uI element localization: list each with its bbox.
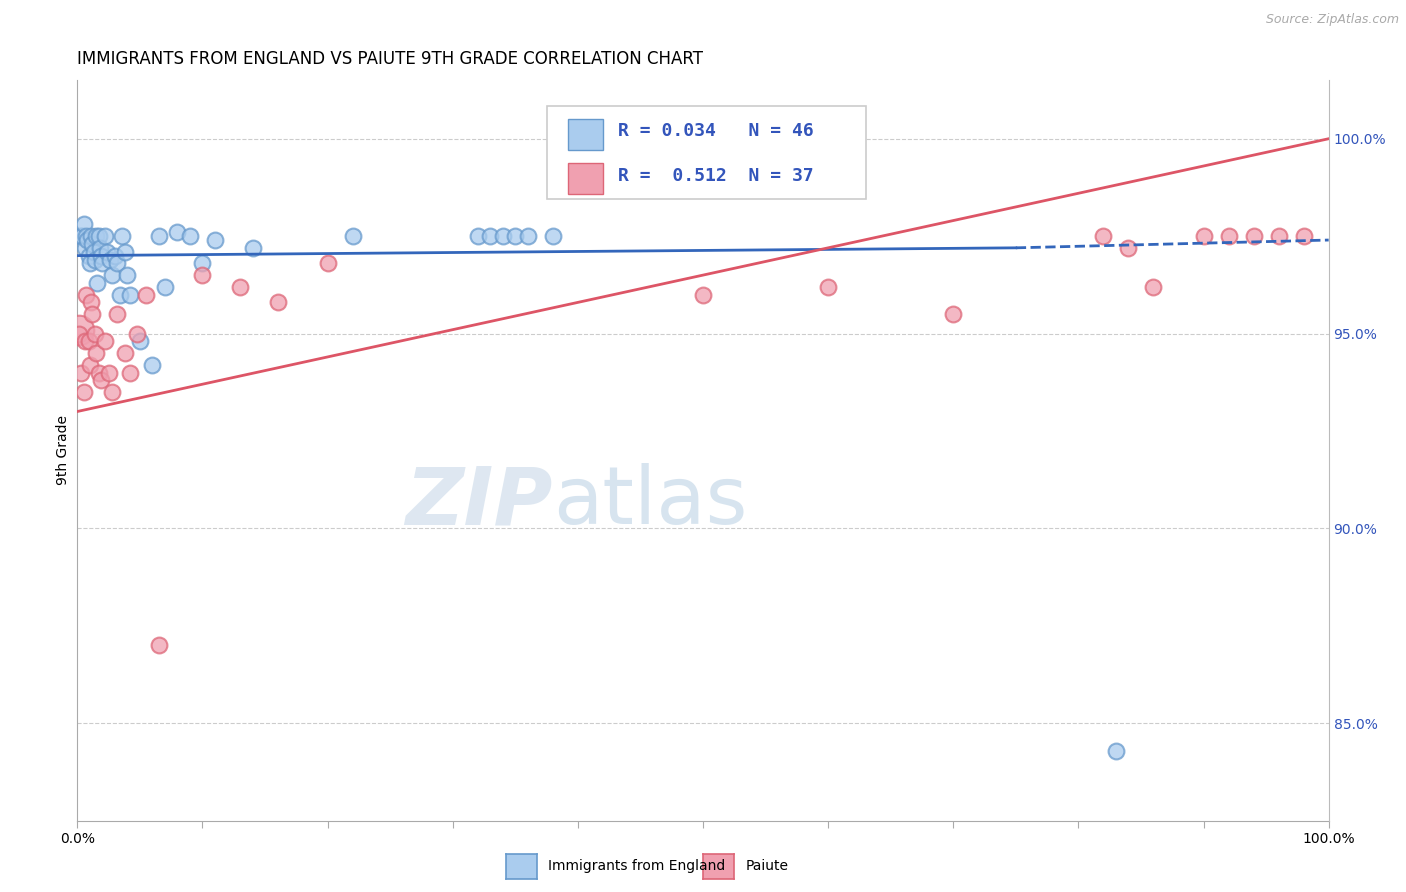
Text: Source: ZipAtlas.com: Source: ZipAtlas.com bbox=[1265, 13, 1399, 27]
Text: Immigrants from England: Immigrants from England bbox=[548, 859, 725, 873]
Point bbox=[80, 295, 103, 310]
Point bbox=[91, 256, 114, 270]
Text: atlas: atlas bbox=[553, 463, 747, 541]
Point bbox=[1267, 229, 1289, 244]
Point bbox=[118, 366, 141, 380]
Point bbox=[84, 229, 107, 244]
Text: IMMIGRANTS FROM ENGLAND VS PAIUTE 9TH GRADE CORRELATION CHART: IMMIGRANTS FROM ENGLAND VS PAIUTE 9TH GR… bbox=[77, 50, 703, 68]
Point bbox=[104, 249, 127, 263]
Point bbox=[83, 326, 105, 341]
Point bbox=[72, 218, 94, 232]
Point bbox=[1192, 229, 1215, 244]
Point bbox=[105, 307, 128, 321]
Point bbox=[73, 334, 96, 349]
Point bbox=[505, 229, 527, 244]
Point bbox=[1218, 229, 1240, 244]
Point bbox=[76, 233, 98, 247]
Point bbox=[166, 225, 188, 239]
Point bbox=[101, 384, 124, 399]
Point bbox=[1118, 241, 1140, 255]
Point bbox=[80, 229, 103, 244]
Point bbox=[1142, 280, 1164, 294]
Point bbox=[77, 334, 100, 349]
Point bbox=[516, 229, 538, 244]
Point bbox=[83, 244, 105, 259]
Point bbox=[98, 252, 121, 267]
Point bbox=[467, 229, 489, 244]
Point bbox=[89, 241, 111, 255]
Point bbox=[266, 295, 288, 310]
Point bbox=[94, 229, 117, 244]
Point bbox=[942, 307, 965, 321]
Point bbox=[148, 638, 170, 652]
Point bbox=[1105, 743, 1128, 757]
Point bbox=[108, 287, 131, 301]
Point bbox=[191, 256, 214, 270]
Point bbox=[118, 287, 141, 301]
Point bbox=[117, 268, 139, 282]
FancyBboxPatch shape bbox=[547, 106, 866, 199]
Point bbox=[541, 229, 564, 244]
Point bbox=[82, 236, 104, 251]
Point bbox=[204, 233, 226, 247]
Point bbox=[94, 334, 117, 349]
Point bbox=[90, 373, 112, 387]
Point bbox=[105, 256, 128, 270]
Text: ZIP: ZIP bbox=[405, 463, 553, 541]
Point bbox=[111, 229, 134, 244]
Point bbox=[97, 366, 120, 380]
Point bbox=[114, 244, 136, 259]
Point bbox=[114, 346, 136, 360]
Y-axis label: 9th Grade: 9th Grade bbox=[56, 416, 70, 485]
Point bbox=[77, 249, 100, 263]
Point bbox=[127, 326, 149, 341]
Point bbox=[96, 244, 118, 259]
Point bbox=[75, 229, 97, 244]
Point bbox=[90, 249, 112, 263]
Point bbox=[817, 280, 839, 294]
Bar bbox=[568, 163, 603, 194]
Point bbox=[141, 358, 163, 372]
Point bbox=[1243, 229, 1265, 244]
Text: R = 0.034   N = 46: R = 0.034 N = 46 bbox=[617, 122, 814, 140]
Point bbox=[87, 366, 110, 380]
Point bbox=[83, 252, 105, 267]
Point bbox=[229, 280, 252, 294]
Point bbox=[67, 323, 90, 337]
Point bbox=[73, 241, 96, 255]
Point bbox=[1292, 229, 1315, 244]
Point bbox=[129, 334, 152, 349]
Point bbox=[72, 384, 94, 399]
Point bbox=[191, 268, 214, 282]
Point bbox=[492, 229, 515, 244]
Point bbox=[153, 280, 176, 294]
Point bbox=[692, 287, 714, 301]
Point bbox=[79, 358, 101, 372]
Point bbox=[342, 229, 364, 244]
Point bbox=[79, 256, 101, 270]
Point bbox=[86, 276, 108, 290]
Point bbox=[148, 229, 170, 244]
Point bbox=[67, 326, 90, 341]
Text: R =  0.512  N = 37: R = 0.512 N = 37 bbox=[617, 167, 814, 185]
Point bbox=[72, 229, 94, 244]
Point bbox=[242, 241, 264, 255]
Point bbox=[135, 287, 157, 301]
Bar bbox=[568, 119, 603, 150]
Point bbox=[1092, 229, 1115, 244]
Point bbox=[101, 268, 124, 282]
Point bbox=[87, 229, 110, 244]
Point bbox=[75, 287, 97, 301]
Point bbox=[70, 366, 93, 380]
Point bbox=[84, 346, 107, 360]
Point bbox=[69, 229, 91, 244]
Point bbox=[179, 229, 201, 244]
Point bbox=[82, 307, 104, 321]
Point bbox=[316, 256, 339, 270]
Text: Paiute: Paiute bbox=[745, 859, 789, 873]
Point bbox=[479, 229, 502, 244]
